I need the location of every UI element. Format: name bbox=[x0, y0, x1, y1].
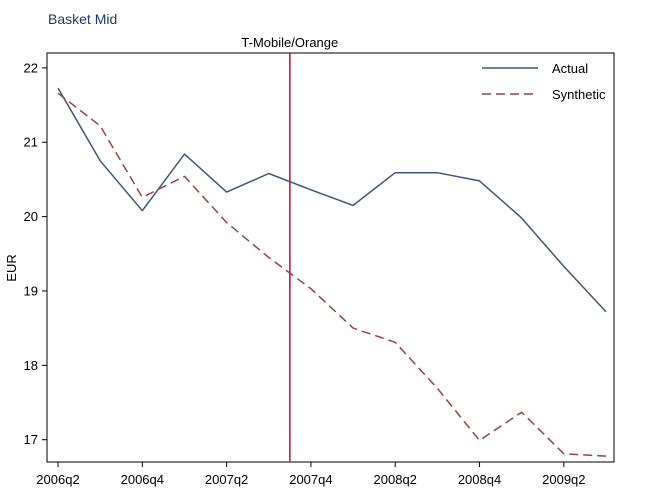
chart-subtitle: Basket Mid bbox=[48, 11, 117, 27]
series-line-actual bbox=[57, 87, 607, 313]
y-tick-label: 19 bbox=[24, 283, 38, 298]
y-tick-label: 20 bbox=[24, 209, 38, 224]
series-group bbox=[57, 87, 607, 457]
x-tick-label: 2006q2 bbox=[36, 472, 79, 487]
x-tick-label: 2006q4 bbox=[121, 472, 164, 487]
series-line-synthetic bbox=[57, 92, 607, 457]
x-tick-label: 2007q2 bbox=[205, 472, 248, 487]
legend-label-actual: Actual bbox=[552, 61, 588, 76]
y-tick-label: 18 bbox=[24, 358, 38, 373]
legend: Actual Synthetic bbox=[482, 61, 606, 102]
x-tick-label: 2007q4 bbox=[289, 472, 332, 487]
event-marker-label: T-Mobile/Orange bbox=[241, 35, 338, 50]
x-tick-label: 2008q4 bbox=[458, 472, 501, 487]
y-tick-label: 21 bbox=[24, 135, 38, 150]
x-axis: 2006q2 2006q4 2007q2 2007q4 2008q2 2008q4 2009… bbox=[36, 462, 586, 487]
legend-label-synthetic: Synthetic bbox=[552, 87, 606, 102]
y-axis-label: EUR bbox=[4, 254, 19, 281]
y-axis: 17 18 19 20 21 22 bbox=[24, 60, 47, 447]
x-tick-label: 2009q2 bbox=[542, 472, 585, 487]
y-tick-label: 22 bbox=[24, 60, 38, 75]
y-tick-label: 17 bbox=[24, 432, 38, 447]
plot-frame bbox=[46, 52, 615, 463]
x-tick-label: 2008q2 bbox=[374, 472, 417, 487]
